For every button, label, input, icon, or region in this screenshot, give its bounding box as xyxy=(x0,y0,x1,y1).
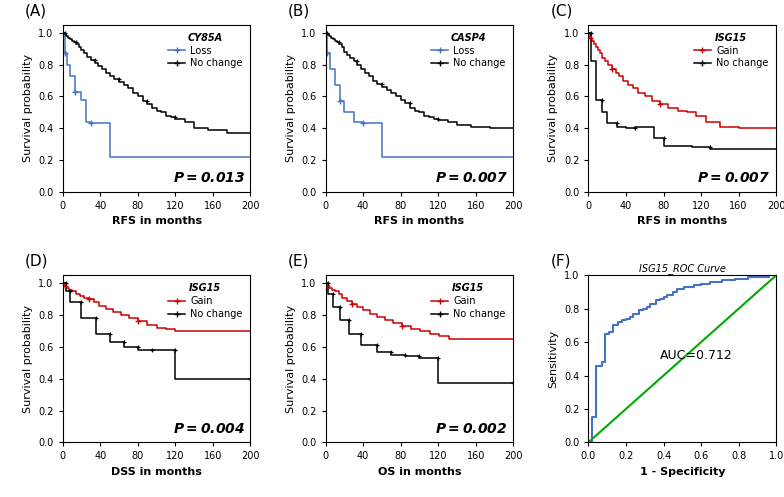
Legend: Gain, No change: Gain, No change xyxy=(165,280,245,322)
Text: $\bfit{P=0.007}$: $\bfit{P=0.007}$ xyxy=(434,171,508,185)
Text: $\bfit{P=0.002}$: $\bfit{P=0.002}$ xyxy=(435,421,508,436)
X-axis label: DSS in months: DSS in months xyxy=(111,467,202,477)
Legend: Gain, No change: Gain, No change xyxy=(428,280,509,322)
X-axis label: RFS in months: RFS in months xyxy=(637,216,728,227)
Y-axis label: Survival probability: Survival probability xyxy=(23,305,33,413)
Title: ISG15_ROC Curve: ISG15_ROC Curve xyxy=(639,263,726,274)
Y-axis label: Survival probability: Survival probability xyxy=(549,54,558,163)
Text: AUC=0.712: AUC=0.712 xyxy=(660,349,732,362)
Text: (B): (B) xyxy=(288,3,310,18)
Text: (C): (C) xyxy=(551,3,573,18)
X-axis label: OS in months: OS in months xyxy=(378,467,461,477)
Y-axis label: Survival probability: Survival probability xyxy=(23,54,33,163)
Legend: Loss, No change: Loss, No change xyxy=(165,30,245,72)
Y-axis label: Survival probability: Survival probability xyxy=(285,54,296,163)
Y-axis label: Sensitivity: Sensitivity xyxy=(549,330,558,388)
Legend: Gain, No change: Gain, No change xyxy=(691,30,771,72)
Text: (A): (A) xyxy=(25,3,47,18)
Text: (E): (E) xyxy=(288,253,310,269)
X-axis label: RFS in months: RFS in months xyxy=(111,216,201,227)
X-axis label: 1 - Specificity: 1 - Specificity xyxy=(640,467,725,477)
Text: $\bfit{P=0.004}$: $\bfit{P=0.004}$ xyxy=(172,421,245,436)
Text: (D): (D) xyxy=(25,253,49,269)
Text: $\bfit{P=0.013}$: $\bfit{P=0.013}$ xyxy=(172,171,245,185)
Text: (F): (F) xyxy=(551,253,572,269)
Text: $\bfit{P=0.007}$: $\bfit{P=0.007}$ xyxy=(698,171,771,185)
Legend: Loss, No change: Loss, No change xyxy=(428,30,509,72)
X-axis label: RFS in months: RFS in months xyxy=(375,216,464,227)
Y-axis label: Survival probability: Survival probability xyxy=(285,305,296,413)
